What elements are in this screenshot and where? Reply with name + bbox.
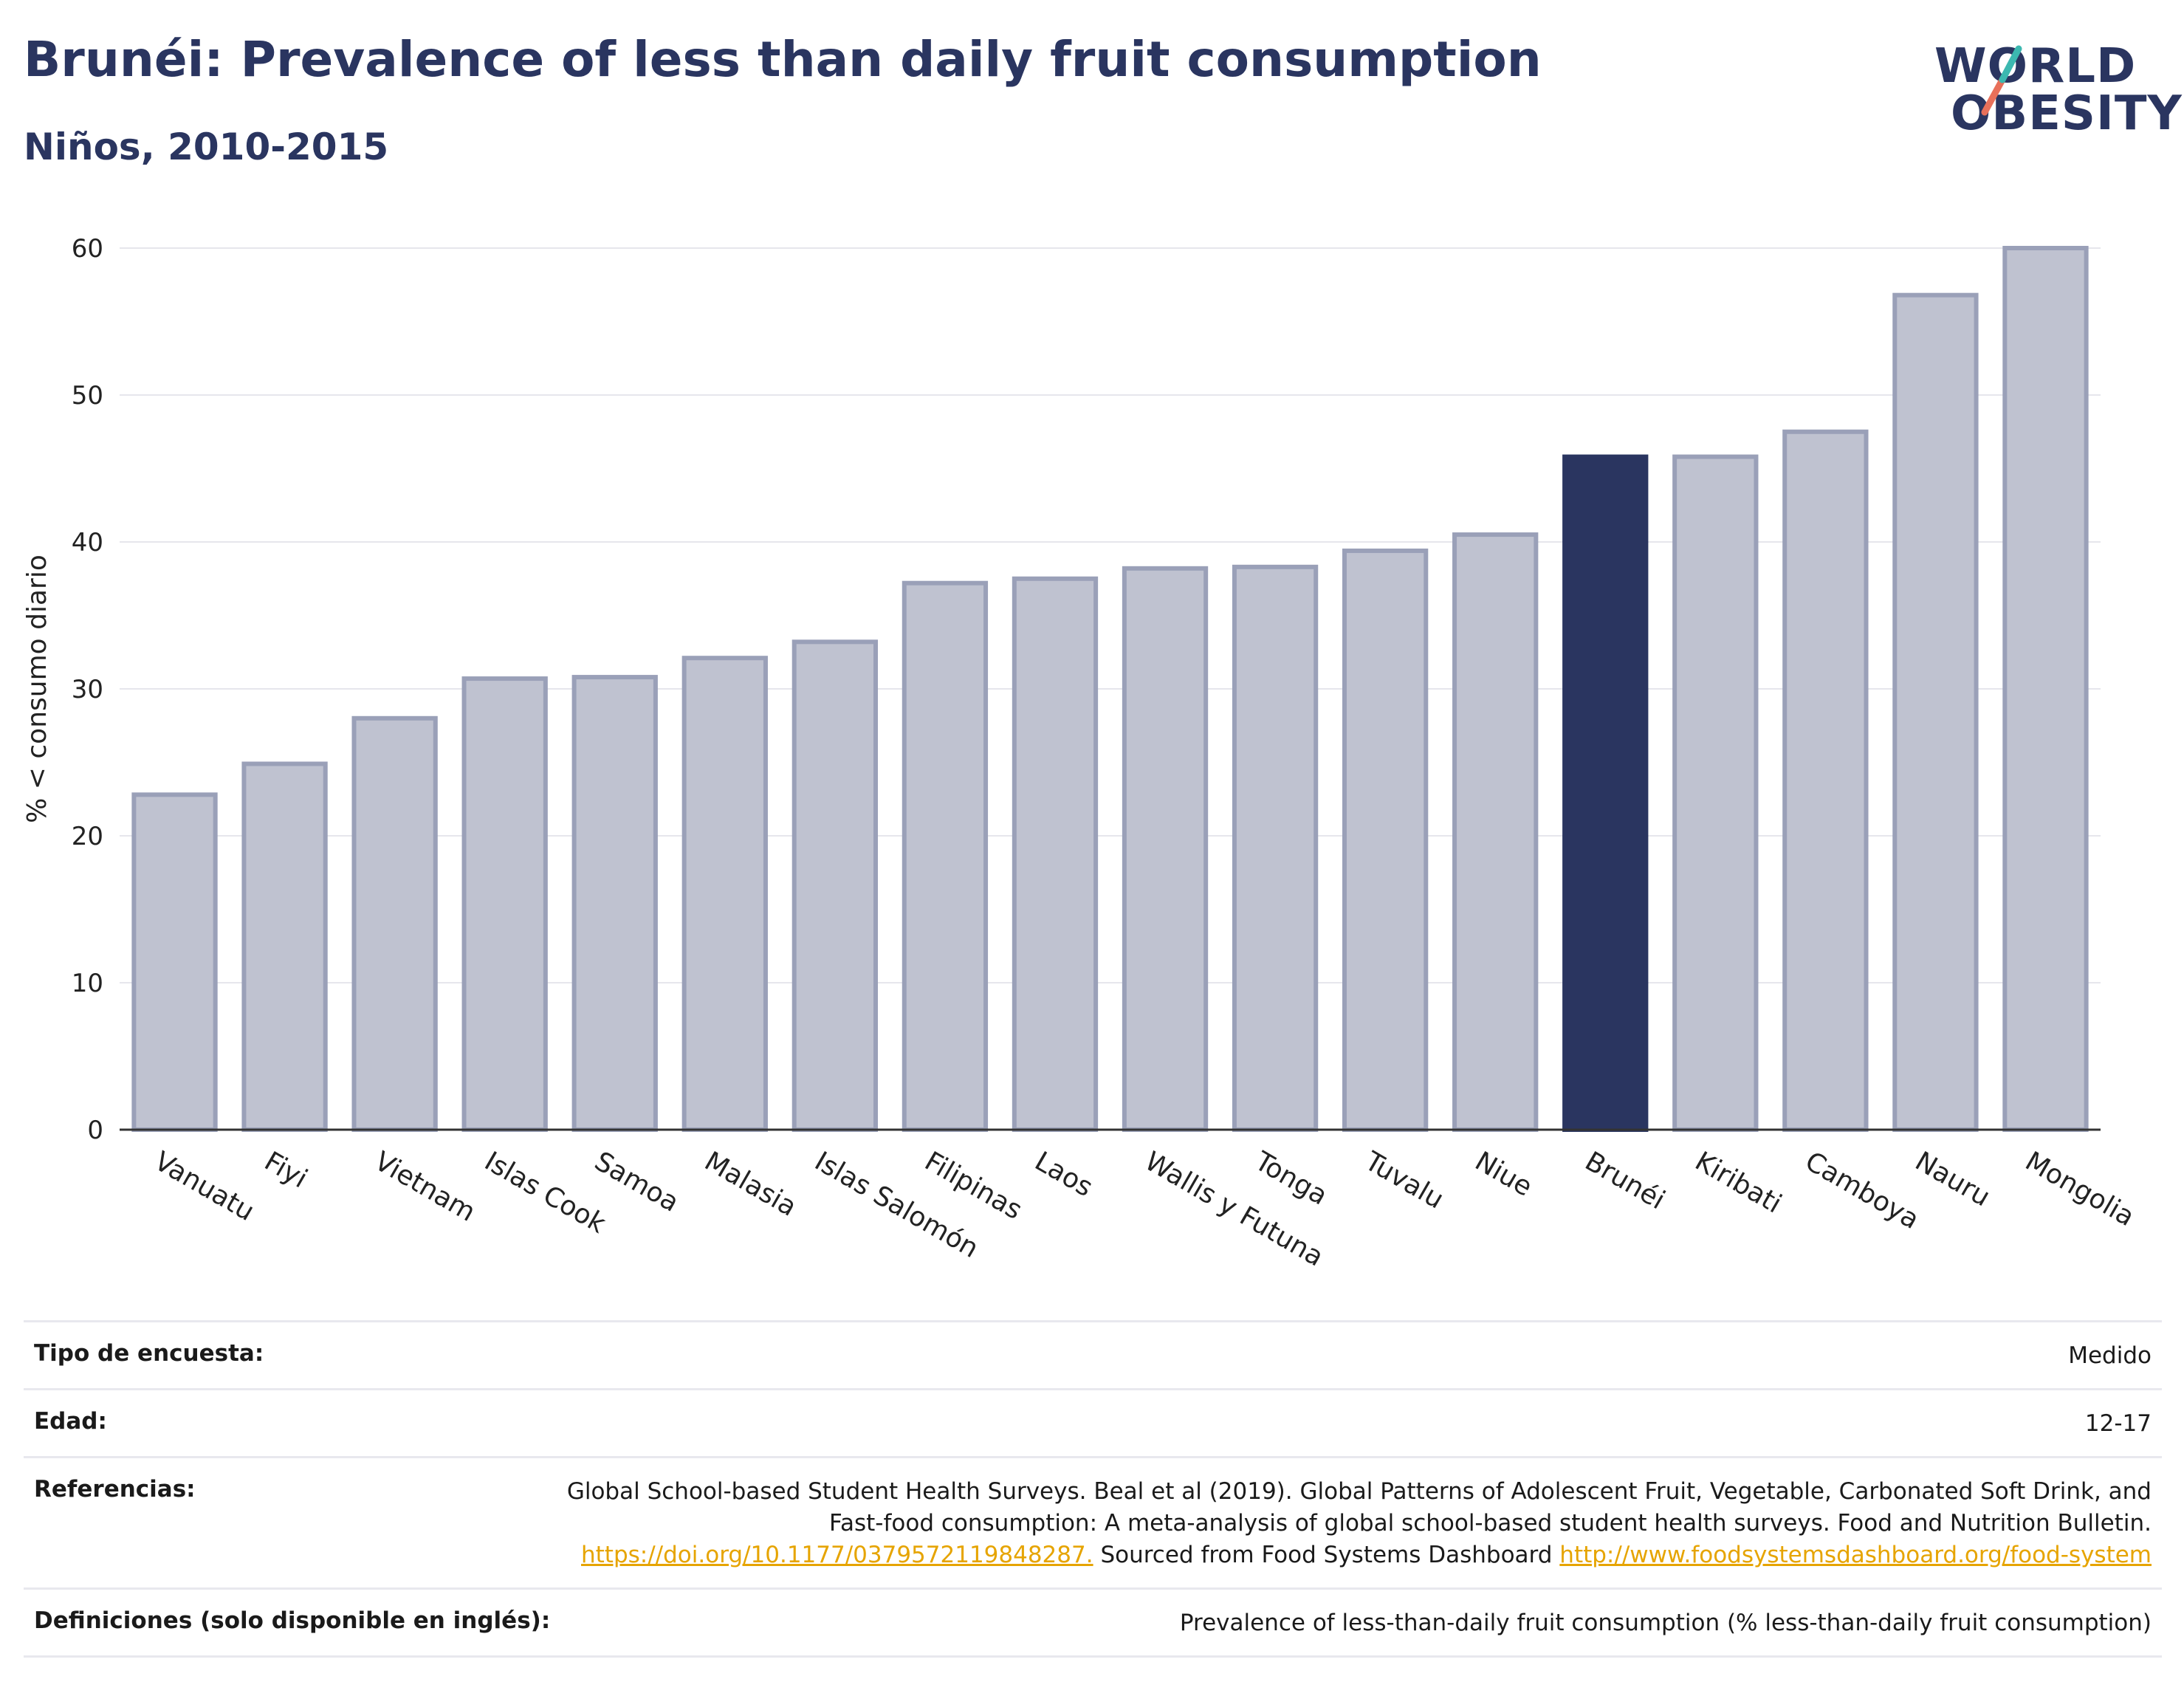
x-tick-label: Tonga (1249, 1146, 1333, 1212)
bar-tuvalu[interactable] (1342, 548, 1429, 1132)
survey-type-value: Medido (2068, 1342, 2152, 1369)
references-value: Global School-based Student Health Surve… (564, 1476, 2152, 1571)
y-tick-label: 30 (72, 675, 103, 704)
y-tick-label: 40 (72, 528, 103, 557)
age-row: Edad: 12-17 (24, 1388, 2162, 1456)
y-tick-label: 20 (72, 822, 103, 851)
x-tick-label: Vanuatu (149, 1146, 259, 1227)
age-value: 12-17 (2084, 1410, 2152, 1437)
references-text-1: Global School-based Student Health Surve… (566, 1478, 2152, 1537)
survey-type-label: Tipo de encuesta: (34, 1340, 264, 1367)
chart-bars (131, 246, 2089, 1133)
logo-line-1: WORLD (1934, 39, 2137, 94)
bar-wallis-y-futuna[interactable] (1122, 566, 1209, 1132)
world-obesity-logo[interactable]: WORLD OBESITY (1920, 30, 2182, 162)
bar-nauru[interactable] (1892, 292, 1979, 1132)
y-tick-label: 50 (72, 381, 103, 411)
food-systems-link[interactable]: http://www.foodsystemsdashboard.org/food… (1559, 1542, 2152, 1568)
bar-islas-cook[interactable] (461, 676, 548, 1132)
x-tick-label: Kiribati (1690, 1146, 1787, 1219)
references-text-2: Sourced from Food Systems Dashboard (1100, 1542, 1553, 1568)
x-tick-label: Tuvalu (1359, 1146, 1449, 1215)
definitions-row: Definiciones (solo disponible en inglés)… (24, 1587, 2162, 1658)
y-axis-ticks: 0 10 20 30 40 50 60 (72, 234, 103, 1145)
y-tick-label: 10 (72, 969, 103, 998)
x-tick-label: Wallis y Futuna (1140, 1146, 1329, 1272)
bar-kiribati[interactable] (1672, 454, 1759, 1132)
age-label: Edad: (34, 1408, 107, 1435)
bar-malasia[interactable] (681, 656, 768, 1132)
bar-laos[interactable] (1012, 576, 1099, 1132)
x-tick-label: Laos (1029, 1146, 1097, 1203)
bar-brunéi[interactable] (1562, 454, 1649, 1132)
bar-vanuatu[interactable] (131, 792, 218, 1133)
x-tick-label: Samoa (589, 1146, 684, 1218)
survey-type-row: Tipo de encuesta: Medido (24, 1320, 2162, 1388)
references-label: Referencias: (34, 1476, 196, 1503)
x-tick-label: Islas Cook (479, 1146, 611, 1239)
bar-samoa[interactable] (571, 675, 658, 1132)
page-title: Brunéi: Prevalence of less than daily fr… (24, 31, 1542, 88)
x-tick-label: Fiyi (259, 1146, 312, 1194)
y-tick-label: 0 (87, 1116, 103, 1145)
x-tick-label: Camboya (1800, 1146, 1924, 1235)
doi-link[interactable]: https://doi.org/10.1177/0379572119848287… (581, 1542, 1093, 1568)
bar-fiyi[interactable] (241, 761, 328, 1132)
metadata-table: Tipo de encuesta: Medido Edad: 12-17 Ref… (24, 1320, 2162, 1658)
references-row: Referencias: Global School-based Student… (24, 1456, 2162, 1587)
x-tick-label: Malasia (699, 1146, 801, 1223)
bar-niue[interactable] (1452, 532, 1539, 1132)
x-tick-label: Niue (1470, 1146, 1537, 1202)
x-tick-label: Mongolia (2020, 1146, 2140, 1232)
x-tick-label: Nauru (1910, 1146, 1995, 1212)
definitions-value: Prevalence of less-than-daily fruit cons… (1179, 1610, 2152, 1636)
logo-slash-icon (1981, 45, 2022, 116)
y-tick-label: 60 (72, 234, 103, 264)
page-subtitle: Niños, 2010-2015 (24, 126, 389, 168)
x-tick-label: Vietnam (369, 1146, 480, 1228)
bar-filipinas[interactable] (902, 580, 989, 1132)
bar-tonga[interactable] (1232, 564, 1319, 1132)
bar-islas-salomón[interactable] (791, 639, 879, 1132)
y-axis-label: % < consumo diario (22, 555, 52, 823)
bar-vietnam[interactable] (351, 715, 438, 1132)
definitions-label: Definiciones (solo disponible en inglés)… (34, 1607, 551, 1634)
bar-camboya[interactable] (1782, 429, 1869, 1132)
x-tick-label: Brunéi (1580, 1146, 1670, 1215)
bar-mongolia[interactable] (2002, 246, 2089, 1132)
